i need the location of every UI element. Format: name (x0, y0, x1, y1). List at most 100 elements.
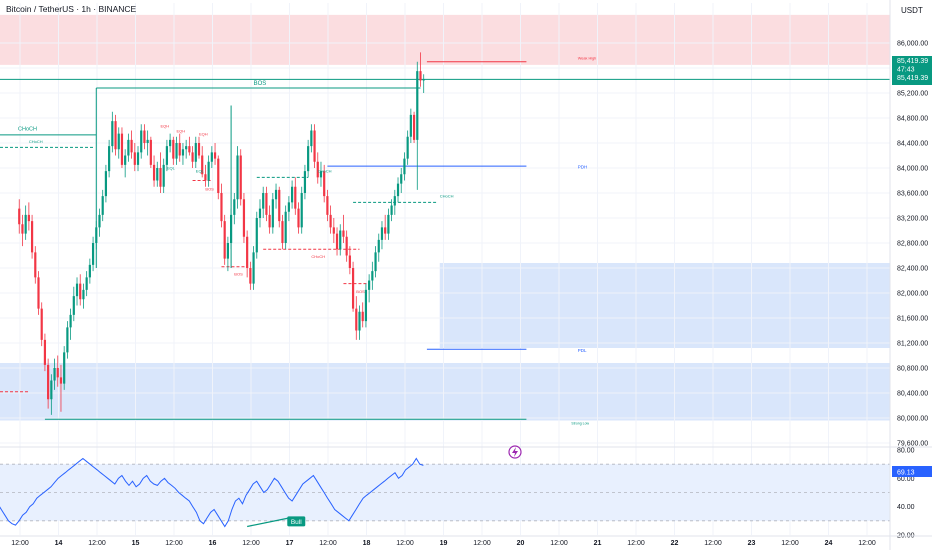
time-tick-label: 20 (517, 540, 525, 547)
candle (152, 155, 156, 187)
candle (18, 199, 21, 234)
bull-badge: Bull (287, 516, 306, 527)
time-tick-label: 24 (825, 540, 833, 547)
bos-label-c: BOS (356, 289, 365, 294)
price-tick-label: 79,600.00 (897, 441, 928, 448)
time-tick-label: 12:00 (165, 540, 183, 547)
rsi-tick-label: 40.00 (897, 504, 915, 511)
strong-low-label: Strong Low (571, 421, 589, 425)
candle (242, 193, 246, 243)
time-tick-label: 12:00 (242, 540, 260, 547)
price-tick-label: 81,600.00 (897, 316, 928, 323)
time-tick-label: 14 (55, 540, 63, 547)
demand-zone-upper (439, 263, 890, 348)
price-tick-label: 84,800.00 (897, 116, 928, 123)
candle (47, 358, 50, 409)
candle (419, 52, 422, 87)
choch-left-small-label: CHoCH (29, 139, 43, 144)
candle (361, 302, 364, 328)
candle (191, 146, 194, 168)
rsi-tick-label: 80.00 (897, 448, 915, 455)
candle (303, 164, 307, 200)
candle (169, 133, 172, 153)
candle (27, 202, 30, 231)
candle (75, 277, 79, 306)
candle (230, 208, 233, 250)
eql-label-1: EQL (167, 165, 176, 170)
pdl-label: PDL (578, 348, 587, 353)
lightning-alert-icon[interactable] (508, 445, 522, 459)
candle (345, 230, 348, 262)
grid-layer (0, 3, 890, 535)
candle (88, 258, 91, 284)
rsi-value-tag: 69.13 (892, 466, 932, 477)
candle (390, 199, 393, 222)
candle (281, 214, 284, 250)
candle (197, 136, 201, 159)
candle (316, 152, 319, 184)
time-tick-label: 23 (748, 540, 756, 547)
time-tick-label: 12:00 (704, 540, 722, 547)
bos-label-b: BOS (234, 272, 243, 277)
candle (329, 205, 332, 234)
candle (287, 196, 290, 222)
candle (290, 180, 294, 209)
bull-divergence-line (247, 517, 289, 528)
bos-label-a: BOS (205, 187, 214, 192)
candle (127, 133, 130, 162)
candle (380, 221, 384, 250)
candle (339, 224, 342, 256)
candle (204, 164, 207, 187)
candle (252, 246, 255, 290)
demand-zone-lower (0, 363, 890, 421)
time-tick-label: 18 (363, 540, 371, 547)
candle (95, 221, 98, 250)
candle (393, 189, 396, 215)
candle (326, 189, 329, 222)
price-tick-label: 84,000.00 (897, 166, 928, 173)
candle (207, 155, 210, 187)
candle (213, 143, 217, 165)
candle (319, 161, 323, 187)
candle (146, 130, 149, 156)
candle (403, 152, 406, 181)
candle (79, 274, 82, 306)
candle (149, 136, 152, 168)
candle (323, 164, 326, 203)
time-tick-label: 22 (671, 540, 679, 547)
candle (172, 136, 175, 165)
candle (384, 214, 387, 240)
candle (188, 136, 191, 156)
pdh-label: PDH (578, 165, 588, 170)
rsi-pane: Bull (0, 446, 932, 528)
candle (117, 127, 120, 159)
rsi-line (0, 457, 424, 528)
candle (21, 214, 24, 247)
candle (297, 202, 300, 234)
candle (371, 261, 374, 290)
time-axis[interactable]: 12:00 14 12:00 15 12:00 16 12:00 17 12:00 18 12:00… (0, 535, 932, 547)
time-tick-label: 12:00 (319, 540, 337, 547)
choch-mid-label: CHoCH (318, 168, 332, 173)
price-tick-label: 80,400.00 (897, 391, 928, 398)
rsi-value: 69.13 (897, 470, 915, 477)
candle (210, 146, 213, 168)
candle (114, 114, 117, 156)
candle (351, 261, 355, 312)
time-tick-label: 16 (209, 540, 217, 547)
candle (201, 146, 204, 178)
price-tick-label: 80,000.00 (897, 416, 928, 423)
time-tick-label: 12:00 (781, 540, 799, 547)
candle (175, 136, 178, 165)
candle (364, 283, 368, 328)
supply-zone (0, 14, 890, 65)
candle (274, 183, 278, 209)
candle (236, 146, 239, 209)
choch-right-label: CHoCH (440, 193, 454, 198)
candle (133, 143, 136, 172)
time-tick-label: 21 (594, 540, 602, 547)
time-tick-label: 12:00 (396, 540, 414, 547)
candle (136, 146, 140, 172)
price-tick-label: 81,200.00 (897, 341, 928, 348)
